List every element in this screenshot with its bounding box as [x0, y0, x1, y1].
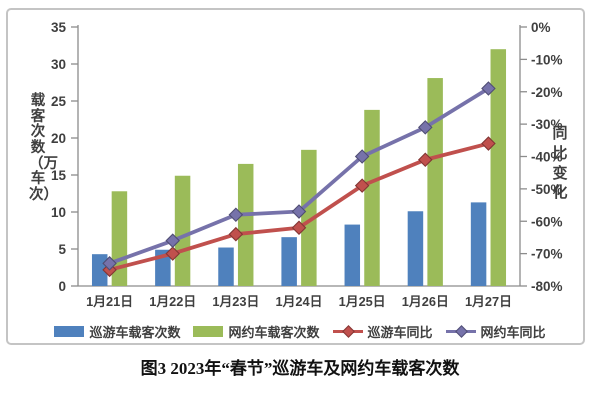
svg-text:20: 20: [51, 131, 66, 146]
svg-text:1月22日: 1月22日: [149, 294, 196, 309]
svg-text:1月27日: 1月27日: [465, 294, 512, 309]
svg-text:1月26日: 1月26日: [402, 294, 449, 309]
legend-item-cruising-taxi-yoy: 巡游车同比: [332, 322, 433, 341]
legend-swatch-green-bar: [193, 325, 224, 337]
svg-text:10: 10: [51, 205, 66, 220]
legend-item-ridehailing-trips: 网约车载客次数: [193, 322, 320, 341]
svg-text:30: 30: [51, 57, 66, 72]
svg-text:0%: 0%: [531, 20, 551, 35]
left-axis-title: 载客次数（万车次）: [29, 93, 58, 203]
svg-text:1月21日: 1月21日: [86, 294, 133, 309]
legend-swatch-blue-bar: [54, 325, 85, 337]
svg-text:-70%: -70%: [531, 247, 563, 262]
svg-text:1月23日: 1月23日: [212, 294, 259, 309]
legend-item-cruising-taxi-trips: 巡游车载客次数: [54, 322, 180, 341]
svg-text:-10%: -10%: [531, 52, 563, 67]
chart-frame: [6, 8, 585, 345]
svg-text:-30%: -30%: [531, 117, 563, 132]
svg-text:5: 5: [58, 242, 66, 257]
svg-text:-40%: -40%: [531, 150, 563, 165]
svg-text:0: 0: [58, 279, 66, 294]
legend-label: 巡游车同比: [367, 324, 433, 340]
svg-text:-60%: -60%: [531, 214, 563, 229]
legend-swatch-red-line-diamond: [332, 325, 363, 338]
svg-text:-20%: -20%: [531, 85, 563, 100]
svg-text:1月24日: 1月24日: [276, 294, 323, 309]
svg-text:1月25日: 1月25日: [339, 294, 386, 309]
legend-label: 网约车载客次数: [228, 324, 320, 340]
svg-text:15: 15: [51, 168, 67, 183]
svg-text:35: 35: [51, 20, 67, 35]
svg-text:25: 25: [51, 94, 67, 109]
legend-swatch-purple-line-diamond: [445, 325, 476, 338]
right-axis-title: 同比变化: [552, 125, 568, 202]
chart-caption: 图3 2023年“春节”巡游车及网约车载客次数: [140, 359, 460, 378]
chart-legend: 巡游车载客次数 网约车载客次数 巡游车同比 网约车同比: [8, 320, 592, 342]
legend-label: 巡游车载客次数: [89, 324, 181, 340]
svg-text:-80%: -80%: [531, 279, 563, 294]
legend-item-ridehailing-yoy: 网约车同比: [445, 322, 546, 341]
legend-label: 网约车同比: [480, 324, 546, 340]
svg-text:-50%: -50%: [531, 182, 563, 197]
